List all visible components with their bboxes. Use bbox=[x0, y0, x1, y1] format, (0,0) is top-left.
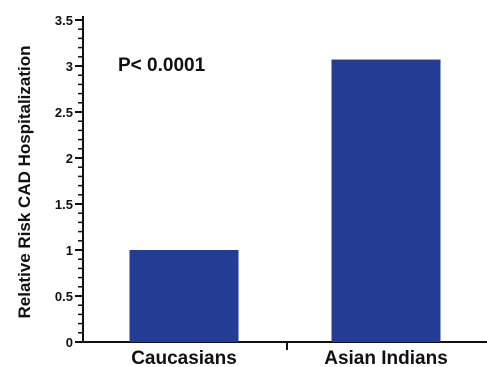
bars bbox=[129, 59, 441, 343]
y-tick-label: 0 bbox=[66, 335, 73, 350]
bar-asian-indians bbox=[331, 59, 441, 343]
y-tick-label: 0.5 bbox=[55, 289, 73, 304]
x-tick-label: Caucasians bbox=[131, 348, 237, 367]
y-tick-label: 2 bbox=[66, 151, 73, 166]
y-axis: 0 0.5 1 1.5 2 2.5 3 3.5 bbox=[55, 13, 84, 350]
x-tick-label: Asian Indians bbox=[324, 348, 448, 367]
p-value-annotation: P< 0.0001 bbox=[118, 55, 206, 76]
y-tick-label: 2.5 bbox=[55, 105, 73, 120]
category-labels: Caucasians Asian Indians bbox=[131, 348, 448, 367]
y-tick-label: 3.5 bbox=[55, 13, 73, 28]
y-tick-label: 1 bbox=[66, 243, 73, 258]
y-tick-label: 1.5 bbox=[55, 197, 73, 212]
bar-caucasians bbox=[129, 250, 239, 342]
y-tick-label: 3 bbox=[66, 59, 73, 74]
y-axis-label: Relative Risk CAD Hospitalization bbox=[15, 45, 34, 318]
